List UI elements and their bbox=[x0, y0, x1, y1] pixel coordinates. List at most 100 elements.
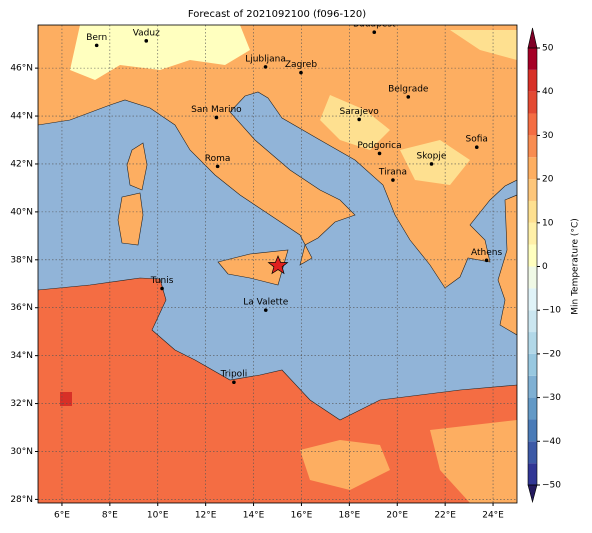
colorbar-bin bbox=[528, 397, 537, 420]
city-label: Vaduz bbox=[133, 28, 160, 38]
city-dot bbox=[299, 70, 303, 75]
x-tick-label: 6°E bbox=[54, 511, 70, 521]
corsica bbox=[126, 142, 148, 191]
map-frame bbox=[37, 24, 518, 504]
colorbar-bin bbox=[528, 266, 537, 289]
city-dot bbox=[357, 117, 361, 122]
europe-land bbox=[38, 25, 517, 289]
colorbar-extend-high bbox=[527, 27, 538, 49]
colorbar-tick-label: −40 bbox=[542, 437, 561, 447]
x-tick-label: 14°E bbox=[243, 511, 265, 521]
city-dot bbox=[377, 151, 382, 156]
city-dot bbox=[263, 65, 268, 69]
colorbar-bin bbox=[528, 441, 537, 464]
city-label: Sarajevo bbox=[340, 107, 380, 117]
alps-cold bbox=[70, 25, 250, 80]
colorbar-tick-label: 40 bbox=[542, 87, 554, 97]
city-label: Podgorica bbox=[357, 141, 401, 151]
y-tick-label: 46°N bbox=[10, 64, 33, 74]
colorbar-tick-label: 20 bbox=[542, 175, 554, 185]
city-dot bbox=[214, 115, 219, 120]
colorbar-bin bbox=[528, 48, 537, 70]
x-tick-label: 18°E bbox=[339, 511, 361, 521]
city-label: Zagreb bbox=[285, 60, 317, 70]
city-label: Skopje bbox=[417, 151, 447, 161]
y-tick-label: 34°N bbox=[10, 351, 33, 361]
colorbar-bin bbox=[528, 288, 537, 311]
colorbar-bin bbox=[528, 463, 537, 485]
y-tick-label: 44°N bbox=[10, 112, 33, 122]
colorbar-bin bbox=[528, 91, 537, 114]
x-tick-label: 16°E bbox=[291, 511, 313, 521]
colorbar-bin bbox=[528, 222, 537, 245]
colorbar-tick-label: 0 bbox=[542, 262, 548, 272]
sicily bbox=[217, 249, 289, 286]
colorbar-bin bbox=[528, 200, 537, 223]
city-dot bbox=[474, 145, 479, 149]
city-label: Sofia bbox=[466, 135, 488, 145]
colorbar-tick-label: −10 bbox=[542, 306, 561, 316]
sardinia bbox=[117, 192, 144, 246]
colorbar-tick-label: −50 bbox=[542, 481, 561, 491]
x-tick-label: 10°E bbox=[147, 511, 169, 521]
colorbar-tick-label: 30 bbox=[542, 131, 554, 141]
city-dot bbox=[484, 258, 489, 263]
city-label: Belgrade bbox=[388, 84, 429, 94]
city-dot bbox=[406, 95, 411, 99]
x-tick-label: 20°E bbox=[386, 511, 408, 521]
city-label: Ljubljana bbox=[245, 54, 286, 64]
colorbar-bin bbox=[528, 244, 537, 267]
map-title: Forecast of 2021092100 (f096-120) bbox=[188, 9, 366, 20]
x-tick-label: 24°E bbox=[482, 511, 504, 521]
city-dot bbox=[160, 286, 164, 291]
colorbar-bin bbox=[528, 69, 537, 92]
city-label: Roma bbox=[205, 154, 231, 164]
colorbar: −50 −40 −30 −20 −10 0 10 20 30 40 50 Min Temperatur… bbox=[527, 27, 581, 504]
forecast-point bbox=[267, 255, 289, 275]
city-label: Tripoli bbox=[220, 370, 248, 380]
y-tick-label: 28°N bbox=[10, 495, 33, 505]
y-tick-label: 40°N bbox=[10, 207, 33, 217]
colorbar-tick-label: 50 bbox=[542, 44, 554, 54]
colorbar-label: Min Temperature (°C) bbox=[571, 218, 581, 315]
x-tick-label: 12°E bbox=[195, 511, 217, 521]
city-dot bbox=[94, 43, 99, 48]
colorbar-bin bbox=[528, 419, 537, 442]
city-dot bbox=[372, 30, 377, 34]
colorbar-extend-low bbox=[527, 484, 538, 504]
city-label: La Valette bbox=[243, 298, 288, 308]
colorbar-bin bbox=[528, 113, 537, 136]
y-tick-label: 32°N bbox=[10, 399, 33, 409]
city-label: San Marino bbox=[191, 105, 242, 115]
warm-patch bbox=[300, 420, 517, 503]
y-tick-label: 36°N bbox=[10, 303, 33, 313]
city-label: Budapest bbox=[353, 20, 396, 30]
city-label: Tunis bbox=[150, 276, 174, 286]
colorbar-tick-label: −30 bbox=[542, 393, 561, 403]
y-tick-label: 42°N bbox=[10, 159, 33, 169]
x-tick-label: 8°E bbox=[102, 511, 118, 521]
colorbar-bin bbox=[528, 179, 537, 201]
city-label: Athens bbox=[471, 248, 502, 258]
colorbar-bin bbox=[528, 135, 537, 158]
colorbar-tick-label: −20 bbox=[542, 349, 561, 359]
city-dot bbox=[232, 380, 236, 385]
city-label: Bern bbox=[86, 33, 107, 43]
colorbar-bin bbox=[528, 157, 537, 180]
africa-land bbox=[38, 277, 517, 503]
turkey-land bbox=[497, 194, 517, 336]
city-dot bbox=[144, 39, 149, 43]
balkan-cold bbox=[320, 30, 517, 185]
city-dot bbox=[429, 162, 434, 166]
colorbar-bin bbox=[528, 310, 537, 333]
city-label: Tirana bbox=[378, 168, 407, 178]
y-tick-label: 38°N bbox=[10, 255, 33, 265]
city-dot bbox=[391, 178, 395, 182]
hot-patch bbox=[60, 392, 72, 406]
colorbar-bin bbox=[528, 353, 537, 376]
colorbar-bin bbox=[528, 375, 537, 398]
y-tick-label: 30°N bbox=[10, 447, 33, 457]
colorbar-bin bbox=[528, 332, 537, 354]
city-dot bbox=[215, 164, 220, 169]
